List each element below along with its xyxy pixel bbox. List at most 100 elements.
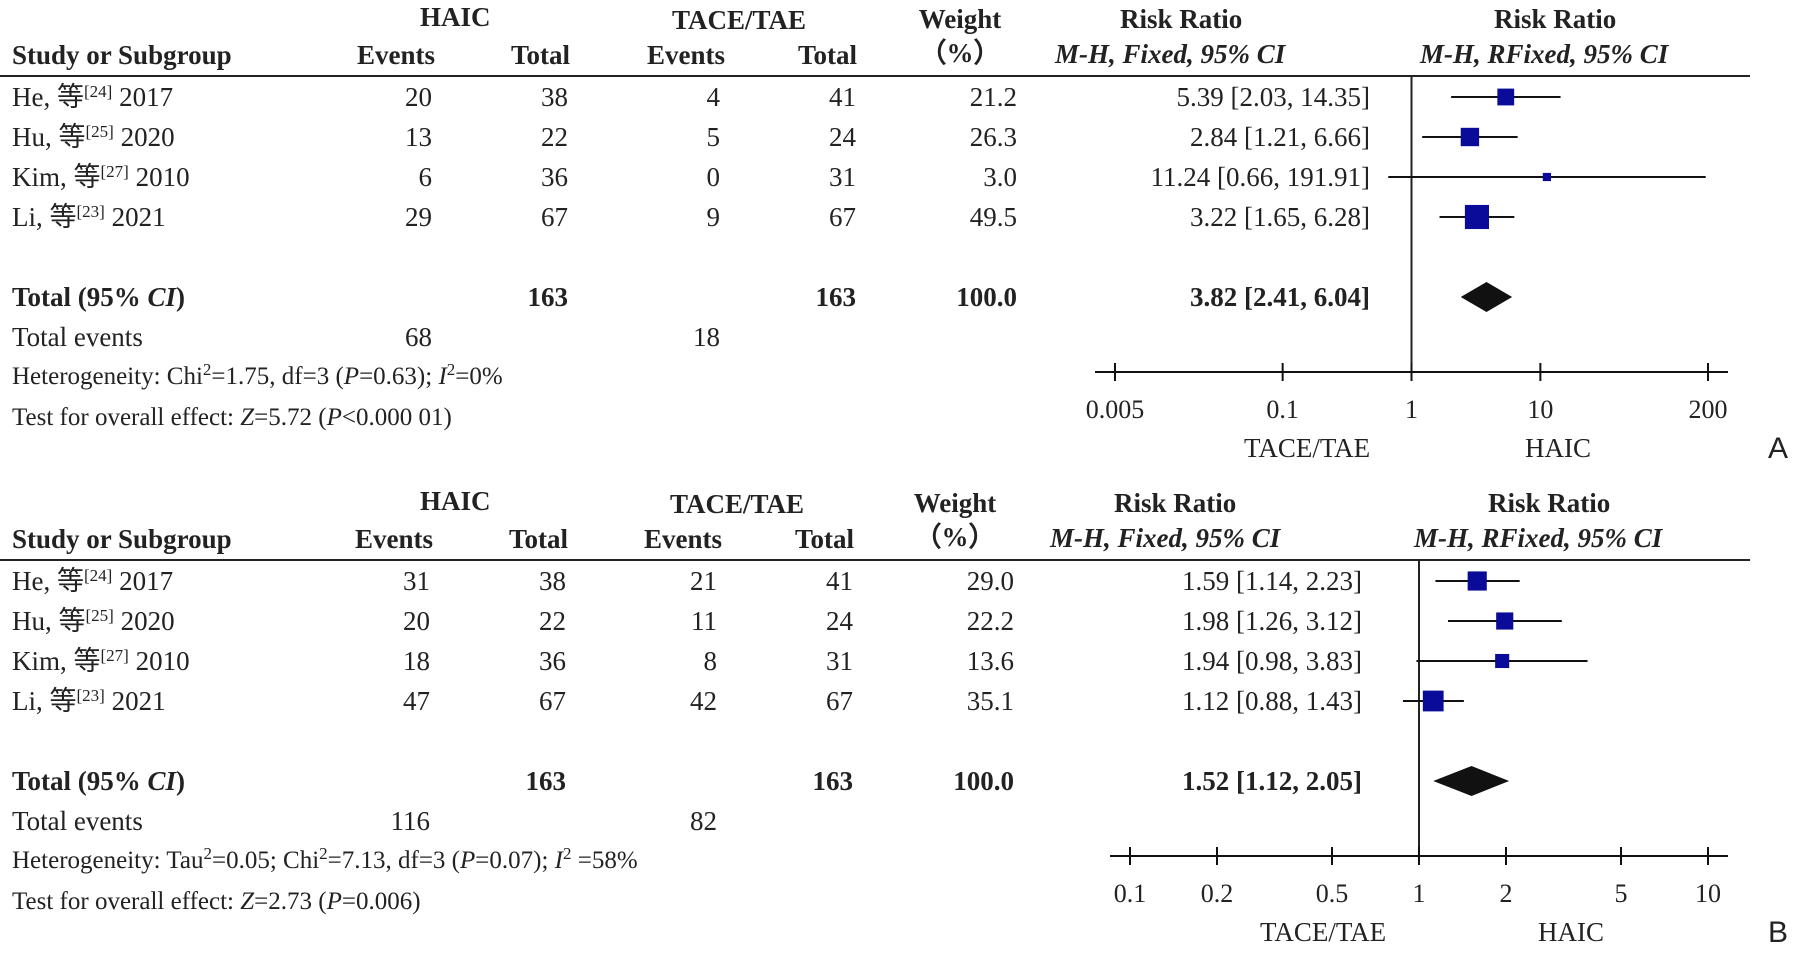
x-tick-label: 0.1 bbox=[1114, 879, 1147, 908]
total-events-1: 68 bbox=[405, 322, 432, 352]
study-marker bbox=[1495, 653, 1510, 669]
weight-cell: 35.1 bbox=[966, 686, 1014, 716]
header-weight: Weight bbox=[918, 4, 1002, 34]
weight-cell: 21.2 bbox=[969, 82, 1017, 112]
events-1-cell: 47 bbox=[403, 686, 430, 716]
ci-text-cell: 1.98 [1.26, 3.12] bbox=[1182, 606, 1362, 636]
x-tick-label: 0.2 bbox=[1201, 879, 1234, 908]
total-2-cell: 67 bbox=[829, 202, 856, 232]
ci-text-cell: 5.39 [2.03, 14.35] bbox=[1176, 82, 1370, 112]
total-events-label: Total events bbox=[12, 322, 143, 352]
x-tick-label: 0.005 bbox=[1086, 395, 1145, 424]
total-2-cell: 31 bbox=[826, 646, 853, 676]
study-marker bbox=[1467, 571, 1487, 591]
weight-cell: 13.6 bbox=[966, 646, 1014, 676]
heterogeneity-text: Heterogeneity: Tau2=0.05; Chi2=7.13, df=… bbox=[12, 844, 638, 874]
header-risk-ratio-plot: Risk Ratio bbox=[1494, 4, 1617, 34]
forest-plot-b: 0.1 0.2 0.5 1 2 5 10 bbox=[1110, 559, 1728, 908]
total-1-cell: 163 bbox=[525, 766, 567, 796]
study-marker bbox=[1496, 612, 1514, 630]
study-label: Li, 等[23] 2021 bbox=[12, 686, 166, 716]
events-1-cell: 29 bbox=[405, 202, 432, 232]
header-method-plot: M-H, RFixed, 95% CI bbox=[1420, 39, 1669, 69]
forest-panel-b: HAIC TACE/TAE Weight （%） Risk Ratio M-H,… bbox=[0, 484, 1798, 964]
header-events-1: Events bbox=[354, 524, 433, 554]
weight-cell: 22.2 bbox=[966, 606, 1014, 636]
favours-right-label: HAIC bbox=[1538, 917, 1604, 947]
panel-letter: A bbox=[1768, 432, 1789, 465]
total-1-cell: 22 bbox=[539, 606, 566, 636]
events-2-cell: 11 bbox=[691, 606, 717, 636]
weight-cell: 100.0 bbox=[953, 766, 1014, 796]
header-risk-ratio-plot: Risk Ratio bbox=[1488, 488, 1611, 518]
header-weight: Weight bbox=[913, 488, 997, 518]
favours-left-label: TACE/TAE bbox=[1244, 433, 1371, 463]
ci-text-cell: 11.24 [0.66, 191.91] bbox=[1150, 162, 1370, 192]
heterogeneity-text: Heterogeneity: Chi2=1.75, df=3 (P=0.63);… bbox=[12, 360, 503, 390]
total-events-2: 18 bbox=[693, 322, 720, 352]
events-1-cell: 20 bbox=[403, 606, 430, 636]
header-events-2: Events bbox=[643, 524, 722, 554]
study-label: Hu, 等[25] 2020 bbox=[12, 122, 175, 152]
header-haic: HAIC bbox=[420, 486, 491, 516]
ci-text-cell: 3.82 [2.41, 6.04] bbox=[1190, 282, 1370, 312]
events-1-cell: 20 bbox=[405, 82, 432, 112]
weight-cell: 49.5 bbox=[969, 202, 1017, 232]
ci-text-cell: 1.59 [1.14, 2.23] bbox=[1182, 566, 1362, 596]
total-1-cell: 67 bbox=[539, 686, 566, 716]
study-label: Hu, 等[25] 2020 bbox=[12, 606, 175, 636]
header-method-plot: M-H, RFixed, 95% CI bbox=[1414, 523, 1663, 553]
events-1-cell: 18 bbox=[403, 646, 430, 676]
total-2-cell: 24 bbox=[826, 606, 853, 636]
weight-cell: 26.3 bbox=[969, 122, 1017, 152]
total-2-cell: 67 bbox=[826, 686, 853, 716]
header-study: Study or Subgroup bbox=[12, 40, 232, 70]
pooled-diamond bbox=[1460, 282, 1513, 312]
weight-cell: 29.0 bbox=[966, 566, 1014, 596]
total-2-cell: 41 bbox=[826, 566, 853, 596]
weight-cell: 100.0 bbox=[956, 282, 1017, 312]
total-2-cell: 24 bbox=[829, 122, 856, 152]
pooled-diamond bbox=[1433, 766, 1510, 796]
study-marker bbox=[1464, 204, 1489, 230]
overall-effect-text: Test for overall effect: Z=5.72 (P<0.000… bbox=[12, 404, 452, 431]
ci-text-cell: 1.94 [0.98, 3.83] bbox=[1182, 646, 1362, 676]
ci-text-cell: 1.52 [1.12, 2.05] bbox=[1182, 766, 1362, 796]
events-1-cell: 6 bbox=[418, 162, 433, 192]
header-weight-unit: （%） bbox=[914, 522, 996, 552]
total-1-cell: 38 bbox=[541, 82, 568, 112]
total-1-cell: 22 bbox=[541, 122, 568, 152]
header-method-text: M-H, Fixed, 95% CI bbox=[1055, 39, 1286, 69]
total-2-cell: 163 bbox=[815, 282, 857, 312]
events-2-cell: 9 bbox=[706, 202, 721, 232]
events-2-cell: 21 bbox=[690, 566, 717, 596]
total-2-cell: 163 bbox=[812, 766, 854, 796]
ci-text-cell: 3.22 [1.65, 6.28] bbox=[1190, 202, 1370, 232]
x-tick-label: 10 bbox=[1527, 395, 1553, 424]
total-label: Total (95% CI) bbox=[12, 766, 186, 796]
events-1-cell: 31 bbox=[403, 566, 430, 596]
favours-left-label: TACE/TAE bbox=[1260, 917, 1387, 947]
study-marker bbox=[1460, 127, 1480, 147]
x-tick-label: 200 bbox=[1689, 395, 1728, 424]
forest-plot-a: 0.005 0.1 1 10 200 bbox=[1086, 75, 1728, 424]
x-tick-label: 2 bbox=[1499, 879, 1512, 908]
total-events-label: Total events bbox=[12, 806, 143, 836]
header-tace: TACE/TAE bbox=[670, 489, 805, 519]
header-risk-ratio-text: Risk Ratio bbox=[1120, 4, 1243, 34]
header-total-2: Total bbox=[797, 40, 857, 70]
total-1-cell: 38 bbox=[539, 566, 566, 596]
total-1-cell: 67 bbox=[541, 202, 568, 232]
x-tick-label: 5 bbox=[1615, 879, 1628, 908]
total-1-cell: 36 bbox=[541, 162, 568, 192]
weight-cell: 3.0 bbox=[983, 162, 1017, 192]
header-total-2: Total bbox=[794, 524, 854, 554]
x-tick-label: 10 bbox=[1695, 879, 1721, 908]
x-tick-label: 1 bbox=[1405, 395, 1418, 424]
header-events-1: Events bbox=[356, 40, 435, 70]
header-weight-unit: （%） bbox=[919, 38, 1001, 68]
events-2-cell: 8 bbox=[703, 646, 718, 676]
x-tick-label: 0.5 bbox=[1316, 879, 1349, 908]
study-marker bbox=[1497, 88, 1515, 106]
study-label: Kim, 等[27] 2010 bbox=[12, 162, 190, 192]
